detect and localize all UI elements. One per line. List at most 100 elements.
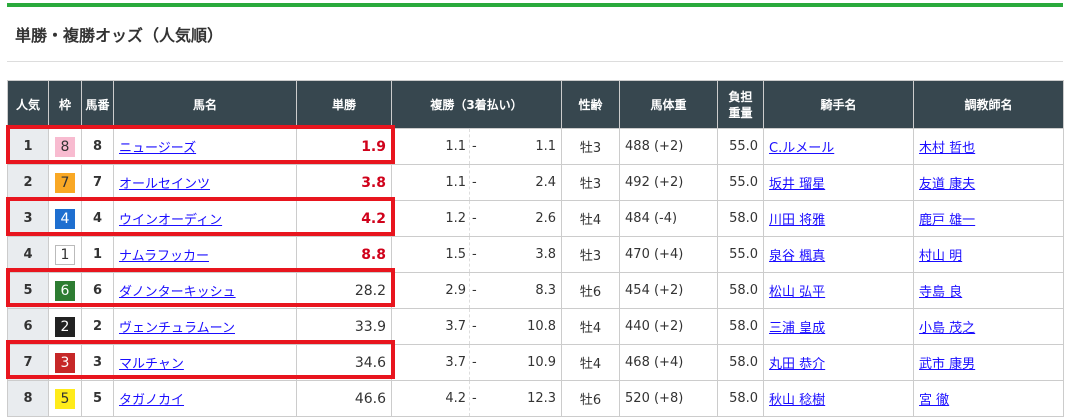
jockey-link[interactable]: C.ルメール bbox=[769, 141, 835, 156]
waku-cell: 6 bbox=[48, 272, 82, 309]
waku-cell: 5 bbox=[48, 380, 82, 417]
trainer-link[interactable]: 村山 明 bbox=[919, 249, 963, 264]
horse-name-link[interactable]: ニュージーズ bbox=[119, 141, 197, 156]
load-weight: 55.0 bbox=[717, 236, 765, 273]
jockey-link[interactable]: 泉谷 楓真 bbox=[769, 249, 826, 264]
jockey-cell: 松山 弘平 bbox=[763, 272, 915, 309]
horse-name-cell: マルチャン bbox=[113, 344, 297, 381]
sex-age: 牡3 bbox=[561, 128, 621, 165]
trainer-link[interactable]: 寺島 良 bbox=[919, 285, 963, 300]
horse-number: 4 bbox=[81, 200, 114, 237]
jockey-link[interactable]: 松山 弘平 bbox=[769, 285, 826, 300]
load-weight: 58.0 bbox=[717, 272, 765, 309]
trainer-cell: 宮 徹 bbox=[913, 380, 1065, 417]
win-odds: 34.6 bbox=[296, 344, 392, 381]
horse-name-link[interactable]: ウインオーディン bbox=[119, 213, 223, 228]
win-odds: 1.9 bbox=[296, 128, 392, 165]
trainer-link[interactable]: 武市 康男 bbox=[919, 357, 976, 372]
trainer-cell: 鹿戸 雄一 bbox=[913, 200, 1065, 237]
place-odds-dash: - bbox=[469, 200, 482, 237]
jockey-link[interactable]: 丸田 恭介 bbox=[769, 357, 826, 372]
table-row: 7 3 3 マルチャン 34.6 3.7-10.9 牡4 468 (+4) 58.0 丸田 恭介 武… bbox=[7, 344, 1065, 381]
horse-name-link[interactable]: ナムラフッカー bbox=[119, 249, 209, 264]
header-place: 複勝（3着払い） bbox=[390, 80, 563, 129]
jockey-link[interactable]: 川田 将雅 bbox=[769, 213, 826, 228]
place-odds-low: 1.1 bbox=[391, 164, 470, 201]
trainer-link[interactable]: 小島 茂之 bbox=[919, 321, 976, 336]
popularity: 2 bbox=[7, 164, 49, 201]
popularity: 8 bbox=[7, 380, 49, 417]
horse-number: 3 bbox=[81, 344, 114, 381]
jockey-link[interactable]: 秋山 稔樹 bbox=[769, 393, 826, 408]
load-weight: 58.0 bbox=[717, 344, 765, 381]
header-load: 負担 重量 bbox=[717, 80, 765, 129]
place-odds-dash: - bbox=[469, 164, 482, 201]
waku-badge: 7 bbox=[55, 172, 75, 193]
header-weight: 馬体重 bbox=[619, 80, 719, 129]
horse-number: 5 bbox=[81, 380, 114, 417]
place-odds-high: 10.8 bbox=[481, 308, 563, 345]
win-odds: 3.8 bbox=[296, 164, 392, 201]
place-odds-high: 2.4 bbox=[481, 164, 563, 201]
jockey-link[interactable]: 坂井 瑠星 bbox=[769, 177, 826, 192]
horse-number: 7 bbox=[81, 164, 114, 201]
win-odds: 4.2 bbox=[296, 200, 392, 237]
place-odds-low: 1.1 bbox=[391, 128, 470, 165]
trainer-cell: 友道 康夫 bbox=[913, 164, 1065, 201]
jockey-cell: C.ルメール bbox=[763, 128, 915, 165]
horse-name-cell: ヴェンチュラムーン bbox=[113, 308, 297, 345]
horse-name-link[interactable]: ダノンターキッシュ bbox=[119, 285, 236, 300]
trainer-link[interactable]: 宮 徹 bbox=[919, 393, 950, 408]
load-weight: 55.0 bbox=[717, 164, 765, 201]
horse-name-link[interactable]: マルチャン bbox=[119, 357, 184, 372]
popularity: 6 bbox=[7, 308, 49, 345]
place-odds-high: 12.3 bbox=[481, 380, 563, 417]
popularity: 3 bbox=[7, 200, 49, 237]
sex-age: 牡4 bbox=[561, 200, 621, 237]
waku-badge: 3 bbox=[55, 352, 75, 373]
sex-age: 牡6 bbox=[561, 272, 621, 309]
sex-age: 牡3 bbox=[561, 236, 621, 273]
horse-name-cell: ウインオーディン bbox=[113, 200, 297, 237]
jockey-cell: 泉谷 楓真 bbox=[763, 236, 915, 273]
waku-badge: 5 bbox=[55, 388, 75, 409]
horse-weight: 488 (+2) bbox=[619, 128, 719, 165]
table-row: 6 2 2 ヴェンチュラムーン 33.9 3.7-10.8 牡4 440 (+2) 58.0 三浦… bbox=[7, 308, 1065, 345]
waku-badge: 6 bbox=[55, 280, 75, 301]
place-odds-dash: - bbox=[469, 344, 482, 381]
place-odds-low: 1.5 bbox=[391, 236, 470, 273]
place-odds-low: 1.2 bbox=[391, 200, 470, 237]
jockey-cell: 丸田 恭介 bbox=[763, 344, 915, 381]
win-odds: 33.9 bbox=[296, 308, 392, 345]
jockey-cell: 坂井 瑠星 bbox=[763, 164, 915, 201]
horse-name-link[interactable]: タガノカイ bbox=[119, 393, 185, 408]
place-odds-dash: - bbox=[469, 272, 482, 309]
jockey-link[interactable]: 三浦 皇成 bbox=[769, 321, 826, 336]
place-odds-low: 3.7 bbox=[391, 344, 470, 381]
popularity: 5 bbox=[7, 272, 49, 309]
place-odds-low: 2.9 bbox=[391, 272, 470, 309]
trainer-link[interactable]: 友道 康夫 bbox=[919, 177, 976, 192]
win-odds: 8.8 bbox=[296, 236, 392, 273]
horse-weight: 454 (+2) bbox=[619, 272, 719, 309]
horse-name-link[interactable]: オールセインツ bbox=[119, 177, 211, 192]
horse-number: 8 bbox=[81, 128, 114, 165]
trainer-link[interactable]: 木村 哲也 bbox=[919, 141, 976, 156]
waku-cell: 2 bbox=[48, 308, 82, 345]
waku-cell: 4 bbox=[48, 200, 82, 237]
place-odds-dash: - bbox=[469, 380, 482, 417]
table-row: 8 5 5 タガノカイ 46.6 4.2-12.3 牡6 520 (+8) 58.0 秋山 稔樹 宮… bbox=[7, 380, 1065, 417]
place-odds-low: 3.7 bbox=[391, 308, 470, 345]
horse-name-link[interactable]: ヴェンチュラムーン bbox=[119, 321, 235, 336]
place-odds-high: 8.3 bbox=[481, 272, 563, 309]
header-win: 単勝 bbox=[296, 80, 392, 129]
horse-name-cell: オールセインツ bbox=[113, 164, 297, 201]
trainer-cell: 木村 哲也 bbox=[913, 128, 1065, 165]
table-header: 人気 枠 馬番 馬名 単勝 複勝（3着払い） 性齢 馬体重 負担 重量 騎手名 調… bbox=[7, 80, 1065, 129]
trainer-link[interactable]: 鹿戸 雄一 bbox=[919, 213, 976, 228]
place-odds-low: 4.2 bbox=[391, 380, 470, 417]
table-row: 5 6 6 ダノンターキッシュ 28.2 2.9-8.3 牡6 454 (+2) 58.0 松山 … bbox=[7, 272, 1065, 309]
load-weight: 58.0 bbox=[717, 380, 765, 417]
waku-cell: 1 bbox=[48, 236, 82, 273]
trainer-cell: 寺島 良 bbox=[913, 272, 1065, 309]
